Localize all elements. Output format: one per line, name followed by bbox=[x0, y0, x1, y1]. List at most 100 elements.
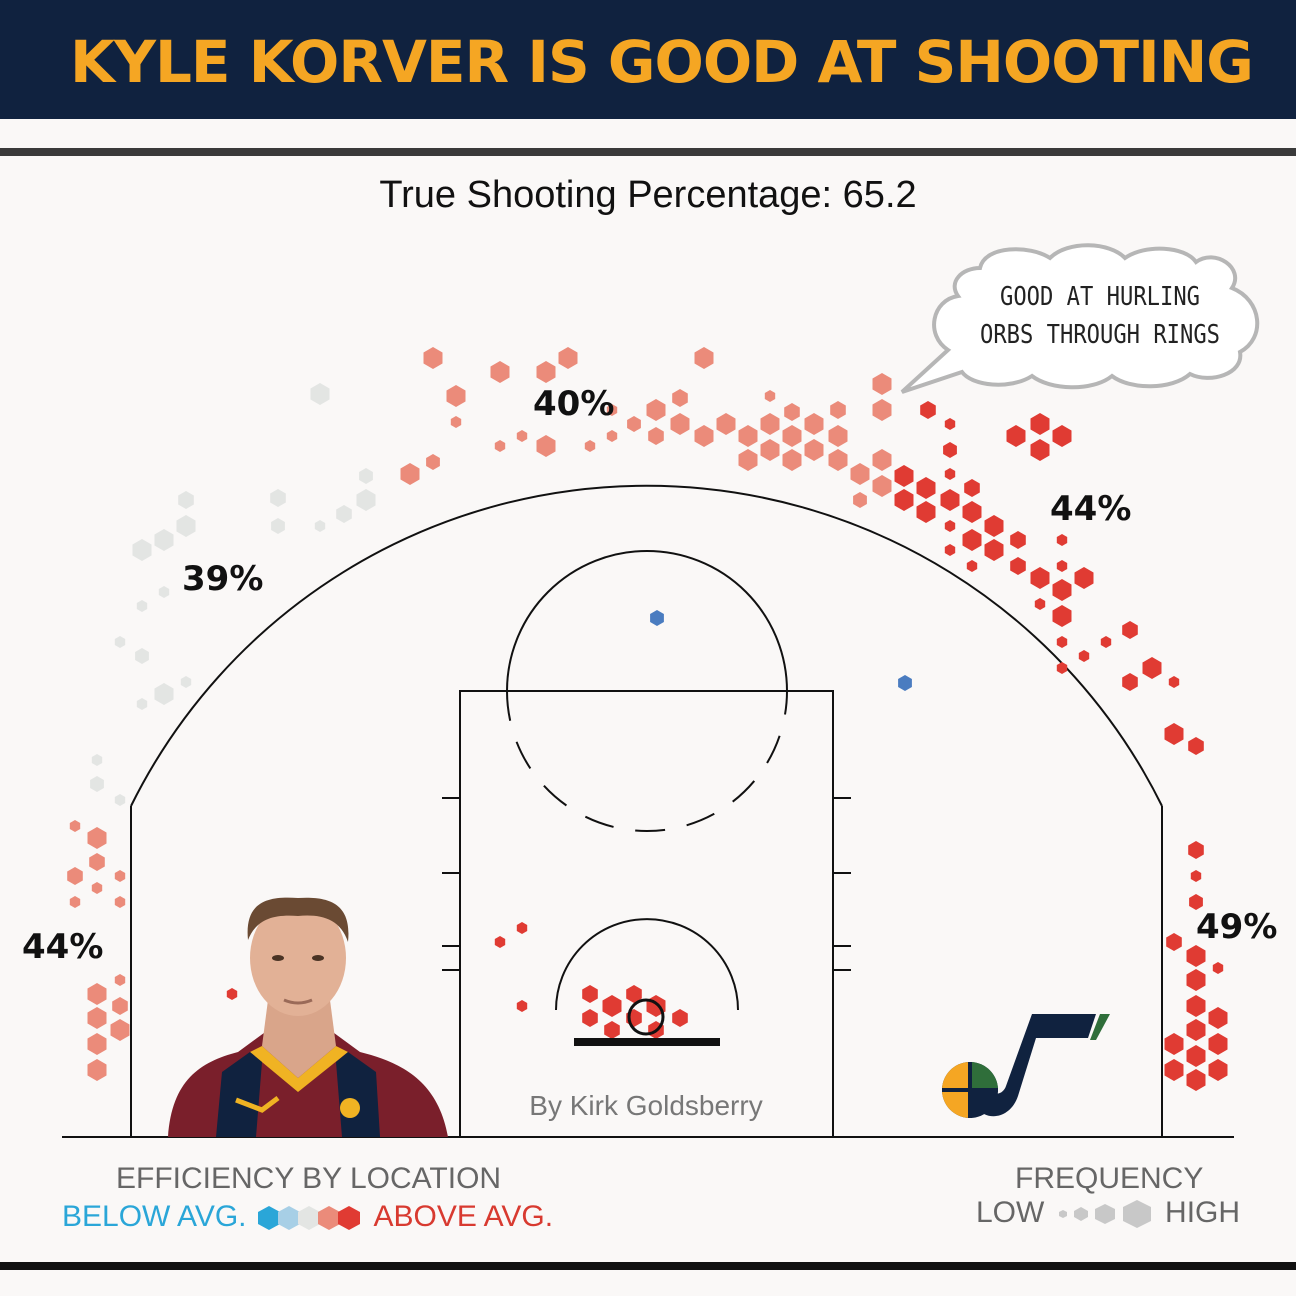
shot-hex bbox=[87, 827, 107, 849]
shot-hex bbox=[336, 505, 352, 523]
shot-hex bbox=[944, 520, 956, 532]
shot-hex bbox=[1052, 425, 1072, 447]
shot-hex bbox=[87, 1033, 107, 1055]
shot-hex bbox=[1100, 636, 1112, 648]
shot-hex bbox=[1188, 737, 1204, 755]
shot-hex bbox=[853, 492, 867, 508]
shot-hex bbox=[828, 425, 848, 447]
shot-hex bbox=[1030, 567, 1050, 589]
shot-hex bbox=[490, 361, 510, 383]
shot-hex bbox=[1056, 534, 1068, 546]
shot-hex bbox=[114, 636, 126, 648]
shot-hex bbox=[1164, 1059, 1184, 1081]
shot-hex bbox=[271, 518, 285, 534]
efficiency-legend: EFFICIENCY BY LOCATION bbox=[116, 1162, 501, 1196]
shot-hex bbox=[1122, 621, 1138, 639]
shot-hex bbox=[516, 1000, 528, 1012]
zone-label-top-key: 40% bbox=[533, 384, 614, 424]
bubble-line-1: GOOD AT HURLING bbox=[1000, 282, 1200, 312]
shot-hex bbox=[1030, 439, 1050, 461]
shot-hex bbox=[450, 416, 462, 428]
shot-hex bbox=[176, 515, 196, 537]
shot-hex bbox=[69, 896, 81, 908]
shot-hex bbox=[69, 820, 81, 832]
shot-hex bbox=[91, 754, 103, 766]
shot-hex bbox=[178, 491, 194, 509]
shot-hex bbox=[738, 449, 758, 471]
author-credit: By Kirk Goldsberry bbox=[529, 1090, 762, 1121]
shot-hex bbox=[114, 974, 126, 986]
shot-hex bbox=[1052, 605, 1072, 627]
paint bbox=[459, 690, 834, 1138]
shot-hex bbox=[112, 997, 128, 1015]
shot-hex bbox=[114, 896, 126, 908]
shot-hex bbox=[314, 520, 326, 532]
player-photo bbox=[168, 897, 448, 1137]
shot-hex bbox=[400, 463, 420, 485]
shot-hex bbox=[1074, 567, 1094, 589]
shot-hex bbox=[1056, 662, 1068, 674]
efficiency-scale: BELOW AVG. ABOVE AVG. bbox=[62, 1200, 553, 1234]
shot-hex bbox=[584, 440, 596, 452]
shot-hex bbox=[964, 479, 980, 497]
shot-hex bbox=[872, 373, 892, 395]
shot-hex bbox=[646, 399, 666, 421]
shot-hex bbox=[1166, 933, 1182, 951]
zone-label-left-corner: 44% bbox=[22, 927, 103, 967]
shot-hex bbox=[784, 403, 800, 421]
shot-hex bbox=[672, 1009, 688, 1027]
shot-hex bbox=[898, 675, 912, 691]
shot-hex bbox=[962, 529, 982, 551]
shot-hex bbox=[627, 416, 641, 432]
shot-hex bbox=[356, 489, 376, 511]
shot-hex bbox=[944, 468, 956, 480]
shot-hex bbox=[606, 404, 618, 416]
shot-hex bbox=[132, 539, 152, 561]
shot-hex bbox=[782, 449, 802, 471]
efficiency-scale-hexes bbox=[257, 1206, 360, 1231]
shot-hex bbox=[114, 870, 126, 882]
shot-hex bbox=[226, 988, 238, 1000]
shot-hex bbox=[423, 347, 443, 369]
chart-title: KYLE KORVER IS GOOD AT SHOOTING bbox=[70, 28, 1254, 96]
shot-hex bbox=[694, 425, 714, 447]
title-banner: KYLE KORVER IS GOOD AT SHOOTING bbox=[0, 0, 1296, 119]
shot-hex bbox=[944, 544, 956, 556]
shot-hex bbox=[1208, 1033, 1228, 1055]
shot-hex bbox=[310, 383, 330, 405]
below-avg-label: BELOW AVG. bbox=[62, 1200, 247, 1233]
shot-hex bbox=[110, 1019, 130, 1041]
restricted-area bbox=[555, 918, 739, 1011]
shot-hex bbox=[716, 413, 736, 435]
shot-hex bbox=[67, 867, 83, 885]
shot-hex bbox=[1188, 841, 1204, 859]
shot-hex bbox=[536, 435, 556, 457]
shot-hex bbox=[582, 1009, 598, 1027]
three-point-arc bbox=[130, 484, 1163, 807]
zone-label-right-wing: 44% bbox=[1050, 489, 1131, 529]
shot-hex bbox=[984, 515, 1004, 537]
shot-hex bbox=[894, 465, 914, 487]
shot-hex bbox=[944, 418, 956, 430]
zone-label-right-corner: 49% bbox=[1196, 907, 1277, 947]
shot-hex bbox=[850, 463, 870, 485]
shot-hex bbox=[804, 439, 824, 461]
shot-hex bbox=[872, 399, 892, 421]
shot-hex bbox=[536, 361, 556, 383]
shot-hex bbox=[916, 501, 936, 523]
shot-hex bbox=[916, 477, 936, 499]
shot-hex bbox=[158, 586, 170, 598]
shot-hex bbox=[943, 442, 957, 458]
shot-hex bbox=[1078, 650, 1090, 662]
hoop bbox=[574, 998, 720, 1046]
subtitle: True Shooting Percentage: 65.2 bbox=[379, 174, 917, 216]
efficiency-legend-title: EFFICIENCY BY LOCATION bbox=[116, 1162, 502, 1195]
above-avg-label: ABOVE AVG. bbox=[373, 1200, 554, 1233]
shot-hex bbox=[446, 385, 466, 407]
court-lines bbox=[62, 484, 1234, 1138]
speech-bubble: GOOD AT HURLING ORBS THROUGH RINGS bbox=[900, 243, 1260, 394]
shot-hex bbox=[830, 401, 846, 419]
shot-hex bbox=[154, 529, 174, 551]
shot-hex bbox=[1186, 945, 1206, 967]
